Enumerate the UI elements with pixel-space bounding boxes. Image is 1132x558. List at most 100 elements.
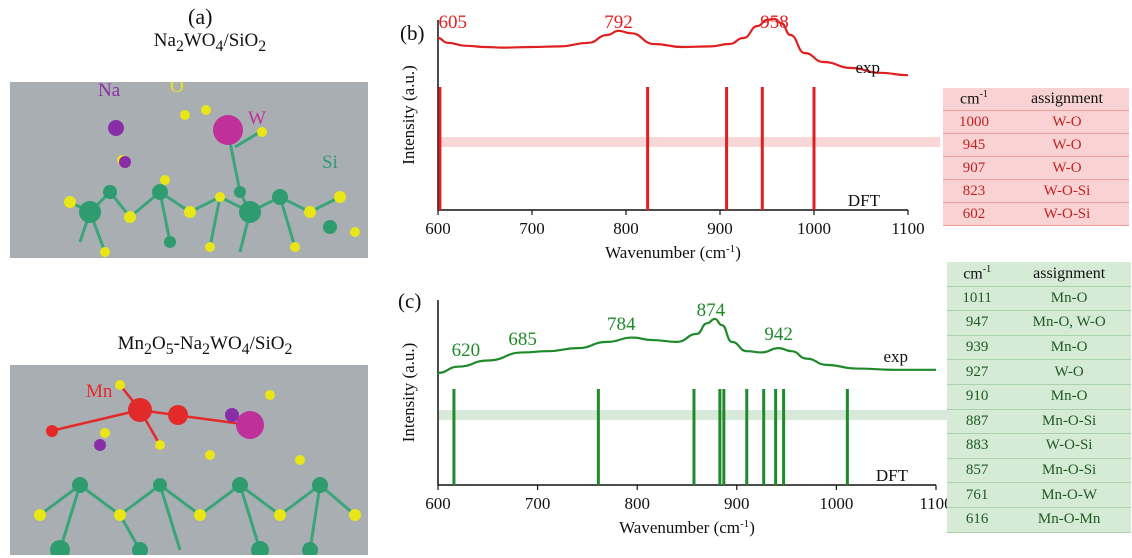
table-row: 823 W-O-Si xyxy=(943,179,1129,203)
exp-curve-b xyxy=(437,17,909,77)
bottom-structure-title: Mn2O5-Na2WO4/SiO2 xyxy=(117,333,293,358)
peak-label-c-4: 942 xyxy=(764,324,793,345)
table-row: 907 W-O xyxy=(943,156,1129,180)
peak-label-c-3: 874 xyxy=(697,300,726,321)
table-header-b: cm-1 assignment xyxy=(943,88,1129,111)
x-tick-label-b-0: 600 xyxy=(425,219,451,238)
x-axis-label-c: Wavenumber (cm-1) xyxy=(619,518,755,537)
wavenumber-cell: 1000 xyxy=(943,110,1005,134)
table-row: 1000 W-O xyxy=(943,110,1129,134)
table-row: 910 Mn-O xyxy=(947,384,1131,410)
table-header-cell-c-1: assignment xyxy=(1007,262,1131,287)
exp-label-c: exp xyxy=(883,347,908,366)
wavenumber-cell: 616 xyxy=(947,507,1008,533)
x-tick-label-b-1: 700 xyxy=(519,219,545,238)
peak-label-c-0: 620 xyxy=(452,340,481,361)
table-header-cell-b-0: cm-1 xyxy=(943,88,1005,111)
atom-label-si: Si xyxy=(322,152,338,173)
table-header-cell-c-0: cm-1 xyxy=(947,262,1008,287)
wavenumber-cell: 887 xyxy=(947,409,1008,435)
table-row: 947 Mn-O, W-O xyxy=(947,310,1131,336)
peak-label-b-0: 605 xyxy=(438,12,467,33)
dft-label-c: DFT xyxy=(876,466,909,485)
x-tick-label-b-2: 800 xyxy=(613,219,639,238)
x-tick-label-c-4: 1000 xyxy=(819,494,853,513)
table-row: 602 W-O-Si xyxy=(943,202,1129,226)
wavenumber-cell: 945 xyxy=(943,133,1005,157)
x-tick-label-b-4: 1000 xyxy=(797,219,831,238)
assignment-cell: Mn-O-Si xyxy=(1007,458,1131,484)
na2wo4-structure-drawing xyxy=(64,105,360,257)
peak-label-b-1: 792 xyxy=(604,12,633,33)
assignment-cell: W-O xyxy=(1005,133,1129,157)
assignment-cell: Mn-O-W xyxy=(1007,482,1131,508)
band-b xyxy=(438,137,940,147)
exp-curve-c xyxy=(437,317,936,374)
mn2o5-structure-drawing xyxy=(34,380,361,555)
assignment-cell: Mn-O xyxy=(1007,286,1131,312)
assignment-cell: W-O xyxy=(1007,359,1131,385)
atom-label-w: W xyxy=(248,108,266,129)
assignment-cell: W-O xyxy=(1005,110,1129,134)
panel-label-b: (b) xyxy=(400,21,425,45)
raman-chart-c: 600 700 800 900 1000 1100 Wavenumber (cm-1) Int… xyxy=(398,289,950,537)
table-header-cell-b-1: assignment xyxy=(1005,88,1129,111)
table-row: 761 Mn-O-W xyxy=(947,482,1131,508)
y-axis-label-b: Intensity (a.u.) xyxy=(399,65,418,165)
dft-label-b: DFT xyxy=(848,191,881,210)
table-row: 927 W-O xyxy=(947,359,1131,385)
x-tick-label-c-5: 1100 xyxy=(919,494,950,513)
assignment-table-b: cm-1 assignment 1000 W-O 945 W-O 907 W-O 823 W-O-… xyxy=(943,88,1129,226)
assignment-cell: Mn-O xyxy=(1007,384,1131,410)
table-row: 887 Mn-O-Si xyxy=(947,409,1131,435)
x-tick-label-c-3: 900 xyxy=(724,494,750,513)
table-row: 945 W-O xyxy=(943,133,1129,157)
wavenumber-cell: 939 xyxy=(947,335,1008,361)
wavenumber-cell: 907 xyxy=(943,156,1005,180)
x-tick-label-b-3: 900 xyxy=(707,219,733,238)
atom-label-o: O xyxy=(170,82,184,97)
x-tick-label-b-5: 1100 xyxy=(891,219,924,238)
wavenumber-cell: 761 xyxy=(947,482,1008,508)
assignment-cell: W-O-Si xyxy=(1007,433,1131,459)
assignment-cell: W-O-Si xyxy=(1005,179,1129,203)
x-tick-label-c-1: 700 xyxy=(525,494,551,513)
peak-label-c-1: 685 xyxy=(508,329,537,350)
y-axis-label-c: Intensity (a.u.) xyxy=(399,343,418,443)
table-header-c: cm-1 assignment xyxy=(947,262,1131,287)
wavenumber-cell: 1011 xyxy=(947,286,1008,312)
table-row: 883 W-O-Si xyxy=(947,433,1131,459)
assignment-cell: Mn-O xyxy=(1007,335,1131,361)
wavenumber-cell: 857 xyxy=(947,458,1008,484)
assignment-cell: Mn-O-Si xyxy=(1007,409,1131,435)
wavenumber-cell: 927 xyxy=(947,359,1008,385)
exp-label-b: exp xyxy=(855,58,880,77)
panel-a-label: (a) xyxy=(188,4,213,29)
wavenumber-cell: 947 xyxy=(947,310,1008,336)
table-row: 857 Mn-O-Si xyxy=(947,458,1131,484)
x-axis-label-b: Wavenumber (cm-1) xyxy=(605,243,741,262)
atom-label-mn: Mn xyxy=(86,381,113,402)
peak-label-b-2: 958 xyxy=(760,12,789,33)
wavenumber-cell: 910 xyxy=(947,384,1008,410)
x-tick-label-c-2: 800 xyxy=(624,494,650,513)
wavenumber-cell: 602 xyxy=(943,202,1005,226)
assignment-cell: W-O xyxy=(1005,156,1129,180)
table-row: 616 Mn-O-Mn xyxy=(947,507,1131,533)
assignment-cell: Mn-O-Mn xyxy=(1007,507,1131,533)
table-row: 939 Mn-O xyxy=(947,335,1131,361)
top-structure-title: Na2WO4/SiO2 xyxy=(153,30,267,55)
panel-label-c: (c) xyxy=(398,289,421,313)
raman-chart-b: 600 700 800 900 1000 1100 Wavenumber (cm-1) Int… xyxy=(399,12,940,262)
assignment-cell: Mn-O, W-O xyxy=(1007,310,1131,336)
mn2o5-structure-image: Mn xyxy=(10,365,368,555)
x-tick-label-c-0: 600 xyxy=(425,494,451,513)
table-row: 1011 Mn-O xyxy=(947,286,1131,312)
na2wo4-structure-image: Na O W Si xyxy=(10,82,368,258)
assignment-cell: W-O-Si xyxy=(1005,202,1129,226)
wavenumber-cell: 883 xyxy=(947,433,1008,459)
atom-label-na: Na xyxy=(98,82,121,101)
wavenumber-cell: 823 xyxy=(943,179,1005,203)
peak-label-c-2: 784 xyxy=(607,314,636,335)
assignment-table-c: cm-1 assignment 1011 Mn-O 947 Mn-O, W-O 939 Mn-… xyxy=(947,262,1131,533)
